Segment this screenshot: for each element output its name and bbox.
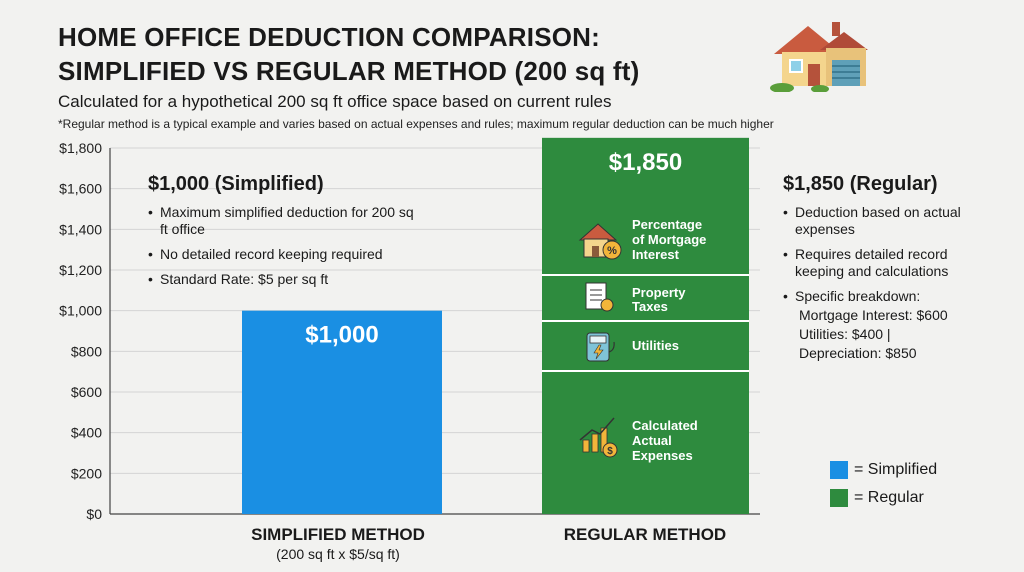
icon-cord: [608, 341, 615, 353]
breakdown-item: Depreciation: $850: [799, 345, 917, 361]
icon-bar: [591, 433, 599, 453]
y-tick-label: $1,600: [59, 181, 102, 197]
regular-callout: $1,850 (Regular) Deduction based on actu…: [783, 173, 983, 364]
icon-trend: [579, 417, 615, 441]
simplified-bullet: Maximum simplified deduction for 200 sq …: [148, 204, 418, 238]
segment-label-line: Actual: [632, 433, 672, 448]
segment-label: Property Taxes: [632, 285, 686, 314]
segment-label-line: Calculated: [632, 418, 698, 433]
x-tick-sublabel: (200 sq ft x $5/sq ft): [276, 546, 400, 562]
y-tick-label: $1,200: [59, 262, 102, 278]
regular-bullet: Requires detailed record keeping and cal…: [783, 246, 983, 280]
breakdown-item: Utilities: $400 |: [799, 326, 891, 342]
legend-label: = Simplified: [854, 461, 938, 478]
segment-label-line: Utilities: [632, 338, 679, 353]
y-tick-label: $1,000: [59, 303, 102, 319]
icon-bolt: [593, 344, 604, 360]
icon-percent: %: [607, 245, 617, 257]
simplified-bullet: Standard Rate: $5 per sq ft: [148, 271, 418, 288]
y-tick-label: $0: [86, 506, 102, 522]
bar-simplified: [242, 310, 442, 514]
chart-title: HOME OFFICE DEDUCTION COMPARISON: SIMPLI…: [58, 20, 640, 88]
breakdown-item: Mortgage Interest: $600: [799, 307, 948, 323]
segment-label-line: Interest: [632, 247, 680, 262]
icon-bar: [582, 439, 590, 453]
growth-chart-coins-icon: $: [579, 417, 618, 458]
icon-meter-screen: [589, 335, 607, 344]
regular-bullet: Specific breakdown:: [783, 288, 983, 305]
icon-coin: [602, 240, 622, 260]
simplified-callout: $1,000 (Simplified) Maximum simplified d…: [148, 173, 418, 296]
legend-swatch-simplified: [830, 461, 848, 479]
icon-door: [592, 246, 599, 257]
title-line-2: SIMPLIFIED VS REGULAR METHOD (200 sq ft): [58, 56, 640, 86]
y-tick-label: $1,400: [59, 221, 102, 237]
bar-regular: [542, 137, 749, 515]
house-percent-icon: %: [578, 223, 622, 260]
document-icon: [585, 282, 614, 312]
x-tick-label: REGULAR METHOD: [564, 525, 726, 544]
y-tick-label: $800: [71, 343, 102, 359]
legend-item-simplified: = Simplified: [830, 461, 937, 479]
icon-dollar: $: [607, 446, 613, 457]
segment-label-line: Percentage: [632, 217, 702, 232]
regular-bullet: Deduction based on actual expenses: [783, 204, 983, 238]
title-line-1: HOME OFFICE DEDUCTION COMPARISON:: [58, 22, 600, 52]
segment-label: Utilities: [632, 338, 679, 353]
chart-subtitle: Calculated for a hypothetical 200 sq ft …: [58, 92, 612, 111]
simplified-bullet: No detailed record keeping required: [148, 246, 418, 263]
data-label: $1,000: [305, 322, 378, 349]
x-tick-label: SIMPLIFIED METHOD: [251, 525, 425, 544]
segment-label-line: Property: [632, 285, 686, 300]
y-tick-label: $400: [71, 425, 102, 441]
chart-footnote: *Regular method is a typical example and…: [58, 117, 774, 131]
y-tick-label: $600: [71, 384, 102, 400]
data-label: $1,850: [609, 149, 682, 176]
regular-callout-title: $1,850 (Regular): [783, 173, 938, 195]
power-meter-icon: [586, 332, 615, 362]
segment-label-line: Taxes: [632, 299, 668, 314]
icon-coin: [600, 298, 614, 312]
chart-legend: = Simplified = Regular: [830, 461, 937, 517]
legend-swatch-regular: [830, 489, 848, 507]
segment-label: Percentage of Mortgage Interest: [632, 217, 706, 262]
segment-label-line: Expenses: [632, 448, 693, 463]
y-tick-label: $200: [71, 465, 102, 481]
simplified-callout-title: $1,000 (Simplified): [148, 173, 324, 195]
icon-coin: [602, 442, 618, 458]
house-icon: [770, 22, 868, 92]
segment-label: Calculated Actual Expenses: [632, 418, 698, 463]
legend-item-regular: = Regular: [830, 489, 937, 507]
y-tick-label: $1,800: [59, 140, 102, 156]
legend-label: = Regular: [854, 489, 924, 506]
segment-label-line: of Mortgage: [632, 232, 706, 247]
